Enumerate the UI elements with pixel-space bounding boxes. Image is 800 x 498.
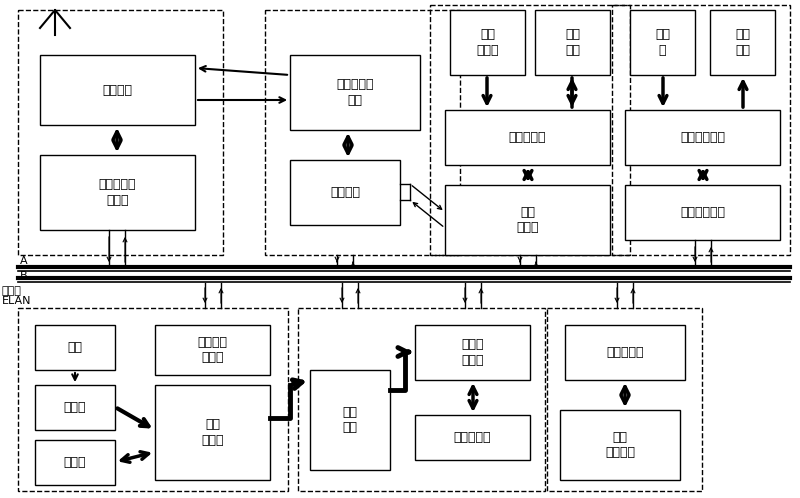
Bar	[625, 110, 780, 165]
Text: 测温
主动温控: 测温 主动温控	[605, 431, 635, 459]
Text: 星上网: 星上网	[2, 286, 22, 296]
Text: 姿控
下位机: 姿控 下位机	[516, 206, 538, 234]
Text: 星务主机: 星务主机	[330, 186, 360, 199]
Bar	[265, 10, 460, 255]
Text: 控制
机构: 控制 机构	[735, 28, 750, 56]
Text: ELAN: ELAN	[2, 296, 31, 306]
Text: A: A	[20, 256, 28, 266]
Bar	[430, 5, 630, 255]
Bar	[710, 10, 775, 75]
Text: 传感
器: 传感 器	[655, 28, 670, 56]
Bar	[565, 325, 685, 380]
Bar	[290, 55, 420, 130]
Text: 一次电源
下位机: 一次电源 下位机	[198, 336, 227, 364]
Bar	[310, 370, 390, 470]
Bar	[415, 325, 530, 380]
Bar	[40, 55, 195, 125]
Text: 继电器电路: 继电器电路	[454, 431, 491, 444]
Bar	[445, 185, 610, 255]
Bar	[40, 155, 195, 230]
Bar	[35, 440, 115, 485]
Text: 执行
机构: 执行 机构	[565, 28, 580, 56]
Bar	[612, 5, 790, 255]
Bar	[18, 308, 288, 491]
Text: 调制解调器
接口: 调制解调器 接口	[336, 79, 374, 107]
Bar	[18, 10, 223, 255]
Bar	[35, 385, 115, 430]
Text: 调制解调器
下位机: 调制解调器 下位机	[98, 178, 136, 207]
Bar	[625, 185, 780, 240]
Text: 姿态
敏感器: 姿态 敏感器	[476, 28, 498, 56]
Bar	[298, 308, 545, 491]
Bar	[155, 385, 270, 480]
Text: 二次
电源: 二次 电源	[342, 406, 358, 434]
Text: 热控下位机: 热控下位机	[606, 346, 644, 359]
Text: 载荷舱下位机: 载荷舱下位机	[680, 206, 725, 219]
Bar	[415, 415, 530, 460]
Bar	[155, 325, 270, 375]
Bar	[630, 10, 695, 75]
Text: 帆板: 帆板	[67, 341, 82, 354]
Bar	[445, 110, 610, 165]
Text: 应用载荷设备: 应用载荷设备	[680, 131, 725, 144]
Bar	[547, 308, 702, 491]
Bar	[290, 160, 400, 225]
Text: 射频通道: 射频通道	[102, 84, 133, 97]
Text: B: B	[20, 271, 28, 281]
Text: 姿控线路盒: 姿控线路盒	[509, 131, 546, 144]
Text: 分流器: 分流器	[64, 401, 86, 414]
Bar	[560, 410, 680, 480]
Text: 配电器
下位机: 配电器 下位机	[462, 339, 484, 367]
Text: 电源
控制器: 电源 控制器	[202, 418, 224, 447]
Bar	[535, 10, 610, 75]
Bar	[35, 325, 115, 370]
Text: 蓄电池: 蓄电池	[64, 456, 86, 469]
Bar	[450, 10, 525, 75]
